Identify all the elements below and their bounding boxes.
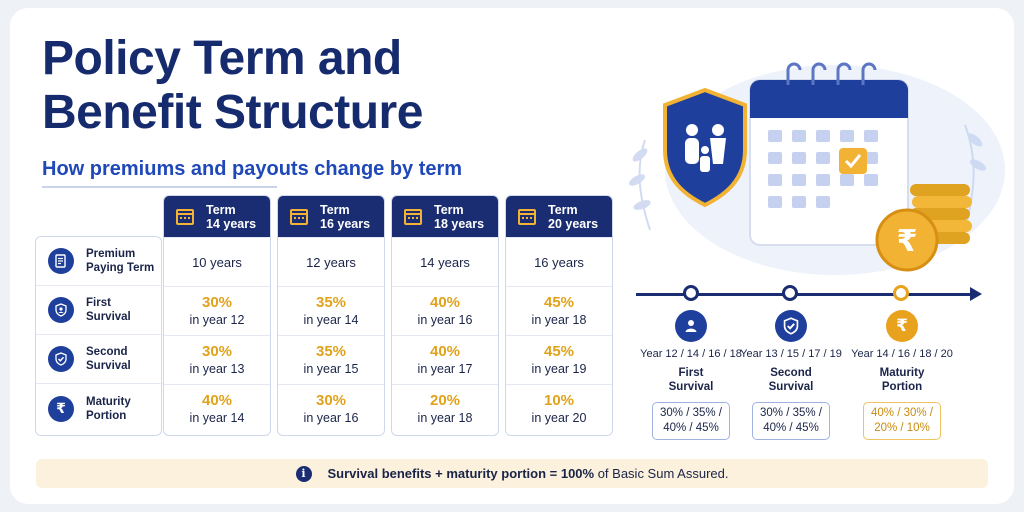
timeline-axis (636, 293, 972, 296)
ppt-cell: 12 years (278, 237, 384, 286)
percent-box: 30% / 35% /40% / 45% (652, 402, 730, 440)
term-column-16: Term 16 years 12 years 35% in year 14 35% i… (277, 195, 385, 436)
page-subtitle: How premiums and payouts change by term (42, 158, 463, 180)
timeline-dot (782, 285, 798, 301)
timeline-dot (683, 285, 699, 301)
rupee-icon: ₹ (48, 395, 74, 422)
second-survival-cell: 40% in year 17 (392, 335, 498, 384)
subtitle-underline (42, 186, 277, 188)
first-survival-cell: 45% in year 18 (506, 286, 612, 335)
term-header: Term 20 years (506, 196, 612, 237)
check-shield-icon (48, 346, 74, 372)
svg-text:₹: ₹ (897, 224, 918, 259)
term-header: Term 18 years (392, 196, 498, 237)
row-label-maturity: ₹ Maturity Portion (36, 384, 163, 433)
ppt-cell: 14 years (392, 237, 498, 286)
calendar-icon (518, 208, 536, 225)
second-survival-cell: 45% in year 19 (506, 335, 612, 384)
term-header: Term 16 years (278, 196, 384, 237)
rupee-icon: ₹ (886, 310, 918, 342)
first-survival-cell: 30% in year 12 (164, 286, 270, 335)
second-survival-cell: 30% in year 13 (164, 335, 270, 384)
timeline-arrow (970, 287, 982, 301)
milestone-maturity: ₹ Year 14 / 16 / 18 / 20 Maturity Portion… (842, 310, 962, 440)
maturity-cell: 20% in year 18 (392, 384, 498, 433)
row-label-second-survival: Second Survival (36, 335, 163, 384)
term-column-18: Term 18 years 14 years 40% in year 16 40% i… (391, 195, 499, 436)
percent-box: 30% / 35% /40% / 45% (752, 402, 830, 440)
maturity-cell: 10% in year 20 (506, 384, 612, 433)
page-title: Policy Term and Benefit Structure (42, 32, 423, 139)
ppt-cell: 16 years (506, 237, 612, 286)
first-survival-cell: 35% in year 14 (278, 286, 384, 335)
second-survival-cell: 35% in year 15 (278, 335, 384, 384)
term-column-14: Term 14 years 10 years 30% in year 12 30% i… (163, 195, 271, 436)
maturity-cell: 30% in year 16 (278, 384, 384, 433)
term-header: Term 14 years (164, 196, 270, 237)
timeline-dot (893, 285, 909, 301)
maturity-cell: 40% in year 14 (164, 384, 270, 433)
ppt-cell: 10 years (164, 237, 270, 286)
footer-note: i Survival benefits + maturity portion =… (36, 459, 988, 488)
first-survival-cell: 40% in year 16 (392, 286, 498, 335)
calendar-shield-coins-illustration: ₹ (628, 62, 1005, 275)
milestone-first-survival: Year 12 / 14 / 16 / 18 First Survival 30%… (631, 310, 751, 440)
percent-box: 40% / 30% /20% / 10% (863, 402, 941, 440)
row-label-premium: Premium Paying Term (36, 237, 163, 286)
person-icon (675, 310, 707, 342)
calendar-icon (290, 208, 308, 225)
document-icon (48, 248, 74, 274)
milestone-second-survival: Year 13 / 15 / 17 / 19 Second Survival 30… (731, 310, 851, 440)
calendar-icon (176, 208, 194, 225)
term-column-20: Term 20 years 16 years 45% in year 18 45% i… (505, 195, 613, 436)
row-label-first-survival: First Survival (36, 286, 163, 335)
check-shield-icon (775, 310, 807, 342)
person-shield-icon (48, 297, 74, 323)
calendar-icon (404, 208, 422, 225)
row-labels: Premium Paying Term First Survival Second S… (35, 236, 163, 436)
info-icon: i (295, 465, 312, 482)
